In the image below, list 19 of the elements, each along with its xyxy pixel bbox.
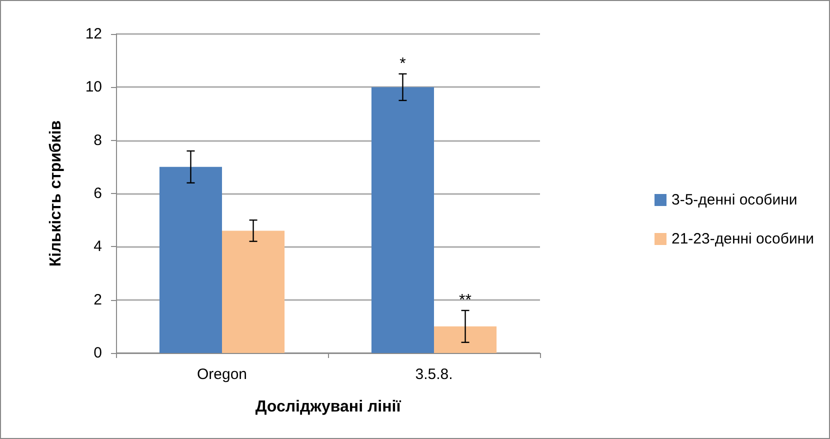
x-axis-title: Досліджувані лінії xyxy=(255,398,402,416)
annotation: * xyxy=(400,55,406,72)
y-tick-label: 10 xyxy=(85,78,102,96)
x-tick-label: 3.5.8. xyxy=(415,366,453,383)
x-tick-label: Oregon xyxy=(196,366,248,383)
y-tick-label: 12 xyxy=(85,26,102,42)
y-tick-label: 2 xyxy=(94,291,102,308)
y-tick-label: 8 xyxy=(94,132,102,149)
bar xyxy=(159,166,222,353)
legend-label: 21-23-денні особини xyxy=(671,230,814,248)
bar xyxy=(371,87,434,353)
y-axis-title: Кількість стрибків xyxy=(48,120,64,267)
y-tick-label: 4 xyxy=(94,238,102,256)
y-tick-label: 0 xyxy=(94,344,102,362)
annotation: ** xyxy=(459,292,472,309)
y-tick-label: 6 xyxy=(94,185,102,202)
bar xyxy=(434,326,497,353)
legend-label: 3-5-денні особини xyxy=(671,192,798,208)
bar xyxy=(222,230,285,353)
